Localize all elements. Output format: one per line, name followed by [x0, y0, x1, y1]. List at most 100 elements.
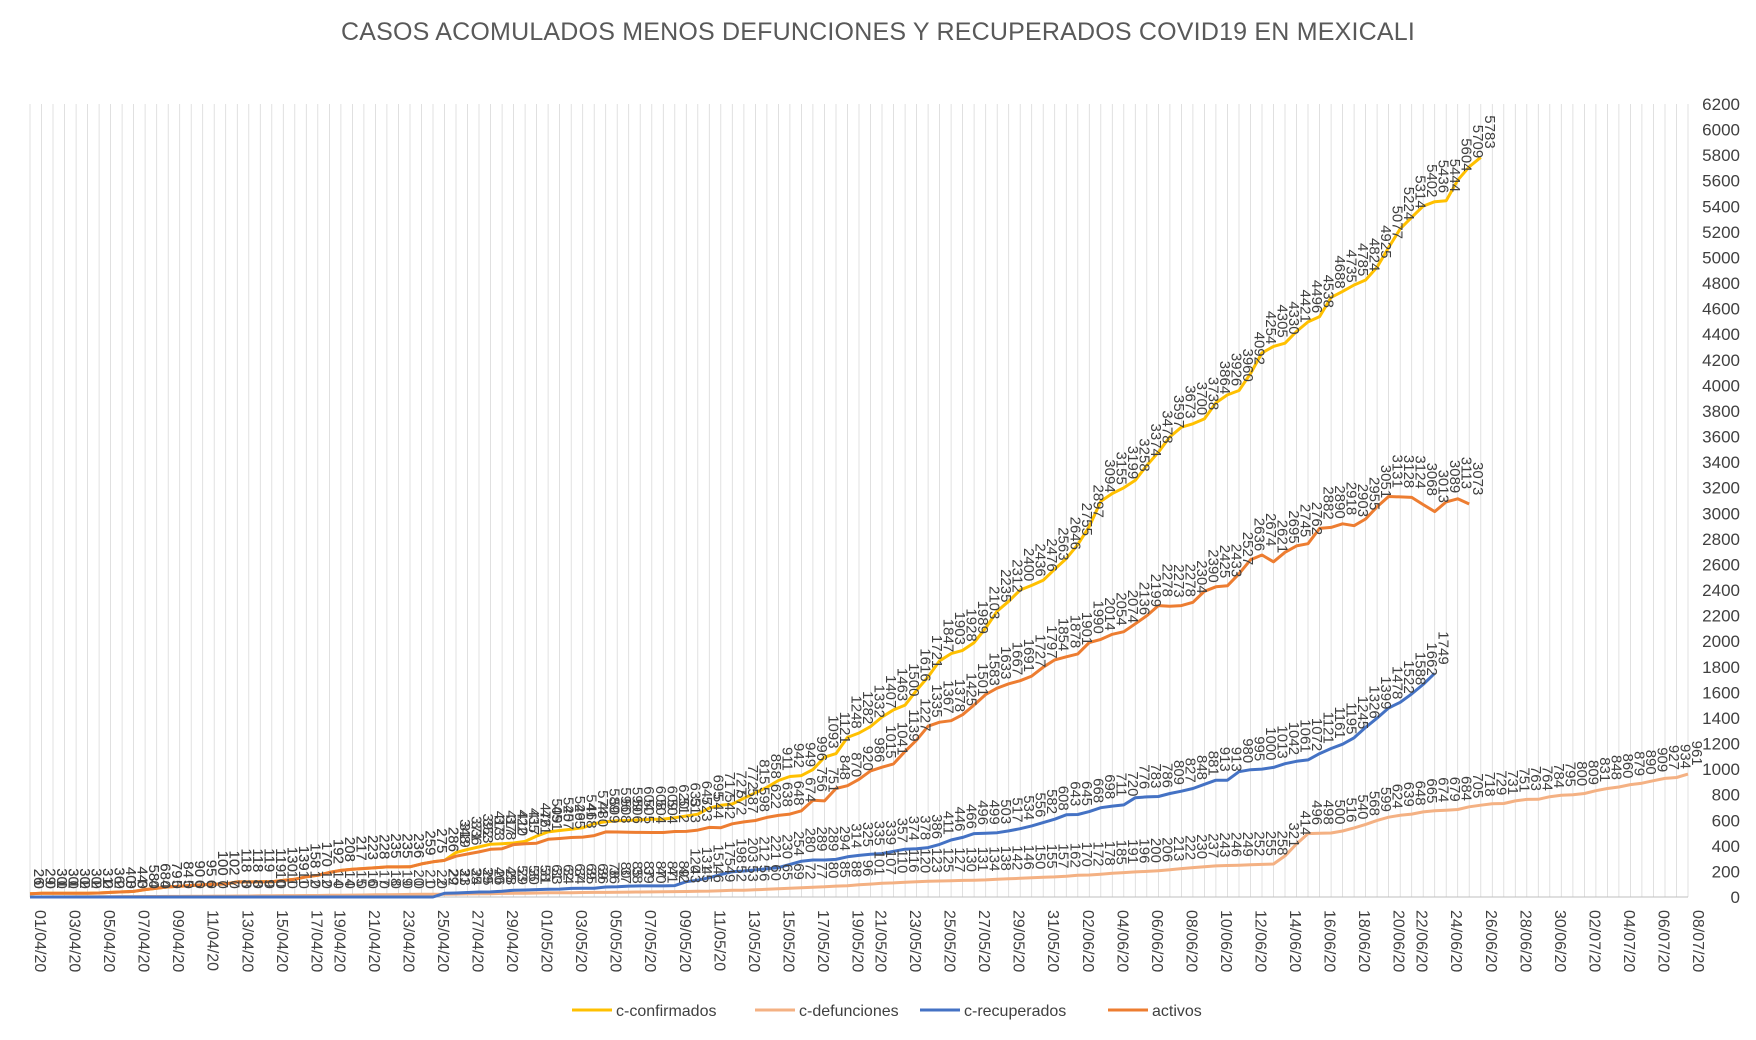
data-label: 178 — [1101, 841, 1118, 866]
data-label: 413 — [491, 811, 508, 836]
data-label: 2278 — [1181, 564, 1198, 597]
data-label: 1407 — [882, 675, 899, 708]
data-label: 69 — [790, 863, 807, 880]
x-tick-label: 17/04/20 — [307, 910, 324, 972]
data-label: 1847 — [940, 619, 957, 652]
data-label: 24 — [468, 869, 485, 886]
data-label: 30 — [53, 868, 70, 885]
data-label: 648 — [1412, 781, 1429, 806]
data-label: 1633 — [997, 646, 1014, 679]
y-tick-label: 600 — [1712, 811, 1740, 830]
data-label: 648 — [790, 781, 807, 806]
data-label: 335 — [871, 821, 888, 846]
data-label: 815 — [755, 759, 772, 784]
series-lines — [29, 156, 1689, 899]
data-label: 0 — [387, 881, 404, 889]
data-label: 504 — [663, 799, 680, 824]
data-label: 1500 — [905, 663, 922, 696]
data-label: 58 — [145, 865, 162, 882]
data-label: 2199 — [1147, 574, 1164, 607]
y-tick-label: 2000 — [1702, 632, 1740, 651]
data-label: 457 — [560, 805, 577, 830]
data-label: 5436 — [1435, 160, 1452, 193]
y-tick-label: 1400 — [1702, 709, 1740, 728]
data-label: 392 — [479, 813, 496, 838]
data-label: 0 — [42, 881, 59, 889]
data-label: 2014 — [1101, 597, 1118, 630]
data-label: 2890 — [1331, 485, 1348, 518]
data-label: 107 — [882, 850, 899, 875]
x-tick-label: 01/04/20 — [31, 910, 48, 972]
chart-title: CASOS ACOMULADOS MENOS DEFUNCIONES Y REC… — [340, 18, 1416, 46]
data-label: 0 — [410, 881, 427, 889]
data-label: 119 — [272, 848, 289, 872]
data-label: 1041 — [894, 722, 911, 755]
data-label: 3113 — [1458, 457, 1475, 489]
data-label: 920 — [859, 746, 876, 771]
data-label: 170 — [1078, 842, 1095, 867]
data-label: 509 — [548, 798, 565, 823]
data-label: 980 — [1239, 738, 1256, 763]
data-label: 200 — [1147, 838, 1164, 863]
data-label: 772 — [744, 765, 761, 790]
data-label: 4785 — [1354, 243, 1371, 276]
data-label: 378 — [917, 815, 934, 840]
data-label: 2674 — [1262, 513, 1279, 546]
data-label: 77 — [813, 862, 830, 879]
data-label: 609 — [663, 786, 680, 811]
data-label: 319 — [456, 823, 473, 848]
data-label: 130 — [283, 847, 300, 872]
y-tick-label: 2400 — [1702, 581, 1740, 600]
data-label: 3124 — [1412, 455, 1429, 488]
data-label: 1 — [53, 880, 70, 888]
data-label: 29 — [514, 868, 531, 885]
x-tick-label: 26/06/20 — [1482, 910, 1499, 972]
data-label: 0 — [329, 881, 346, 889]
data-label: 414 — [1297, 811, 1314, 836]
y-tick-label: 4600 — [1702, 300, 1740, 319]
data-label: 36 — [111, 867, 128, 884]
y-tick-label: 5600 — [1702, 172, 1740, 191]
data-label: 11 — [283, 871, 300, 887]
data-label: 95 — [203, 860, 220, 877]
data-label: 3013 — [1435, 470, 1452, 503]
data-label: 119 — [260, 848, 277, 872]
data-label: 1139 — [905, 709, 922, 741]
data-label: 1797 — [1043, 625, 1060, 658]
data-label: 29 — [42, 868, 59, 885]
data-label: 1616 — [917, 648, 934, 681]
x-tick-label: 02/07/20 — [1585, 910, 1602, 972]
data-label: 556 — [1032, 792, 1049, 817]
data-label: 1989 — [974, 601, 991, 634]
data-label: 223 — [364, 835, 381, 860]
data-label: 587 — [744, 788, 761, 813]
data-label: 466 — [963, 804, 980, 829]
legend-label: activos — [1152, 1003, 1202, 1020]
data-label: 0 — [168, 881, 185, 889]
data-label: 9 — [260, 879, 277, 887]
data-label: 2 — [76, 880, 93, 888]
data-label: 718 — [1481, 772, 1498, 797]
data-label: 37 — [617, 867, 634, 884]
data-label: 28 — [502, 868, 519, 885]
x-tick-label: 08/07/20 — [1689, 910, 1706, 972]
data-label: 130 — [283, 847, 300, 872]
data-label: 1161 — [1331, 707, 1348, 739]
data-label: 325 — [859, 822, 876, 847]
y-tick-label: 2800 — [1702, 530, 1740, 549]
data-label: 751 — [825, 767, 842, 792]
data-label: 1878 — [1066, 615, 1083, 648]
data-label: 582 — [1043, 789, 1060, 814]
data-label: 12 — [318, 871, 335, 888]
data-label: 4735 — [1343, 249, 1360, 282]
x-tick-label: 24/06/20 — [1447, 910, 1464, 972]
data-label: 230 — [778, 834, 795, 859]
data-label: 0 — [295, 881, 312, 889]
data-label: 30 — [76, 868, 93, 885]
data-label: 643 — [1066, 781, 1083, 806]
legend-label: c-confirmados — [616, 1003, 716, 1020]
data-label: 280 — [801, 828, 818, 853]
data-label: 4688 — [1331, 255, 1348, 288]
data-label: 2 — [99, 880, 116, 888]
